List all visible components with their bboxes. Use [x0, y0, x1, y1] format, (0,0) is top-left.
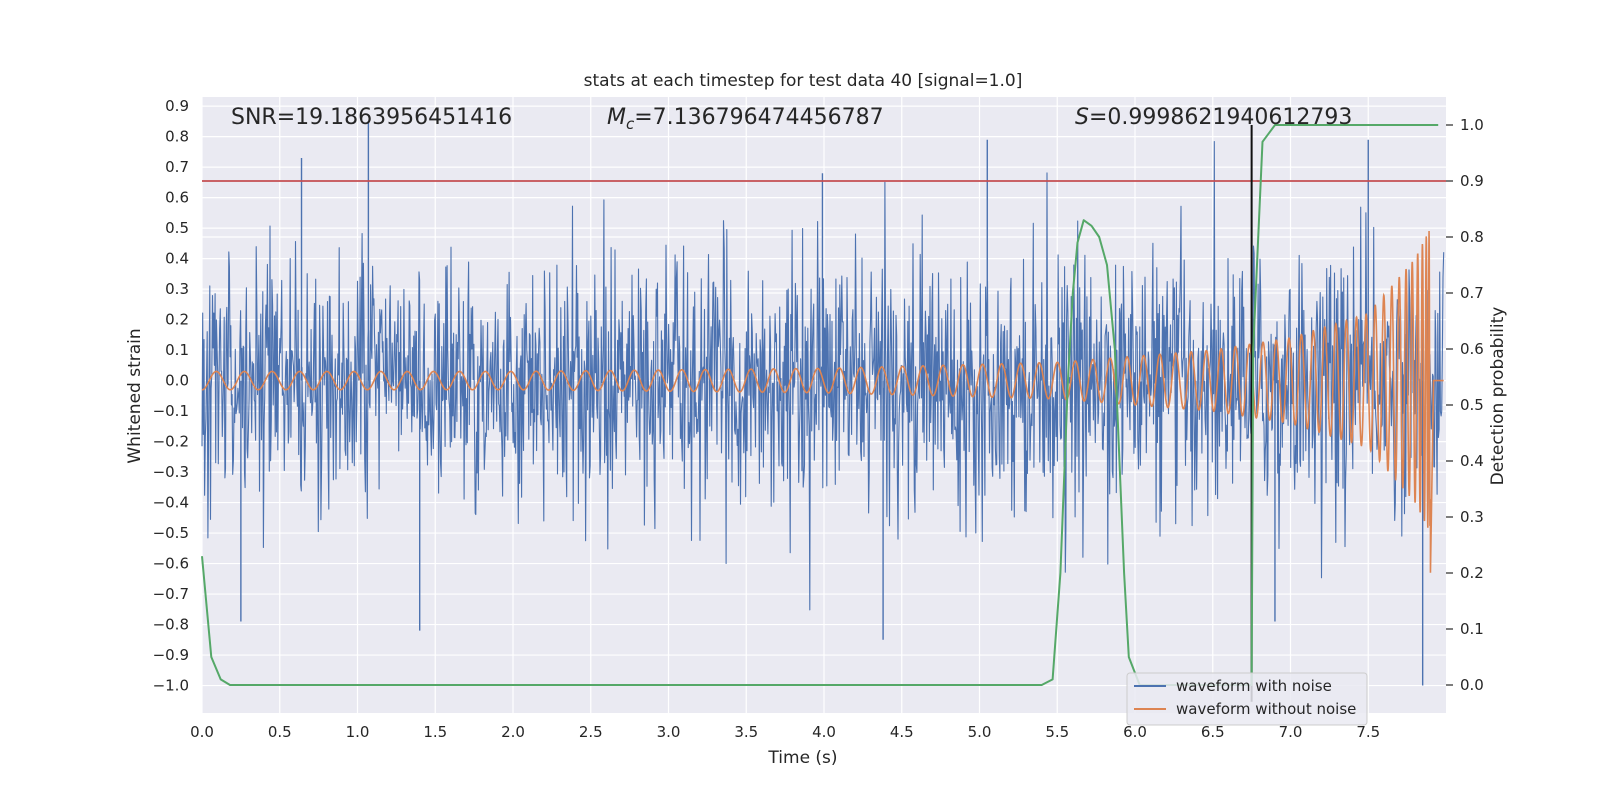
x-tick-label: 3.0 — [657, 723, 681, 741]
y-tick-label: −0.2 — [153, 433, 189, 451]
signal-trace — [202, 231, 1444, 573]
annotation-score: S=0.9998621940612793 — [1075, 105, 1352, 130]
y2-tick-label: 0.3 — [1460, 508, 1484, 526]
y-tick-label: 0.2 — [165, 311, 189, 329]
y-tick-label: −0.4 — [153, 494, 189, 512]
x-tick-label: 2.5 — [579, 723, 603, 741]
y2-tick-label: 0.6 — [1460, 340, 1484, 358]
y2-axis-ticks: 1.0 0.9 0.8 0.7 0.6 0.5 0.4 0.3 0.2 0.1 0.0 — [1446, 116, 1484, 694]
y-tick-label: −0.1 — [153, 402, 189, 420]
annotation-chirp-mass: Mc=7.136796474456787 — [607, 105, 884, 133]
annotation-score-symbol: S — [1075, 105, 1089, 130]
legend: waveform with noise waveform without noi… — [1126, 672, 1368, 726]
series-detection-probability — [201, 124, 1439, 686]
y-axis-label: Whitened strain — [125, 328, 145, 463]
y2-tick-label: 0.7 — [1460, 284, 1484, 302]
y-tick-label: −0.7 — [153, 585, 189, 603]
x-tick-label: 0.0 — [190, 723, 214, 741]
x-tick-label: 1.5 — [423, 723, 447, 741]
y2-tick-label: 0.1 — [1460, 620, 1484, 638]
y2-tick-label: 1.0 — [1460, 116, 1484, 134]
annotation-chirp-mass-symbol: M — [607, 105, 626, 130]
x-tick-label: 7.0 — [1279, 723, 1303, 741]
y-tick-label: 0.4 — [165, 250, 189, 268]
x-tick-label: 5.5 — [1045, 723, 1069, 741]
series-waveform-without-noise — [202, 231, 1444, 573]
y-tick-label: −0.5 — [153, 524, 189, 542]
chart-title: stats at each timestep for test data 40 … — [584, 71, 1023, 91]
annotation-chirp-mass-value: =7.136796474456787 — [634, 105, 883, 130]
x-tick-label: 6.0 — [1123, 723, 1147, 741]
legend-frame — [1126, 672, 1368, 726]
y2-tick-label: 0.0 — [1460, 676, 1484, 694]
y-tick-label: 0.5 — [165, 219, 189, 237]
y-tick-label: 0.6 — [165, 189, 189, 207]
annotation-snr: SNR=19.1863956451416 — [231, 105, 512, 130]
y-tick-label: −1.0 — [153, 677, 189, 695]
y-tick-label: −0.6 — [153, 555, 189, 573]
series-waveform-with-noise — [201, 121, 1445, 686]
y2-tick-label: 0.2 — [1460, 564, 1484, 582]
y-tick-label: 0.3 — [165, 280, 189, 298]
y-tick-label: 0.7 — [165, 158, 189, 176]
y-tick-label: 0.0 — [165, 372, 189, 390]
noise-trace — [201, 140, 1445, 611]
y-tick-label: 0.8 — [165, 128, 189, 146]
legend-label-signal: waveform without noise — [1176, 700, 1356, 718]
x-tick-label: 5.0 — [968, 723, 992, 741]
probability-trace — [201, 124, 1439, 686]
y-tick-label: −0.9 — [153, 646, 189, 664]
legend-label-noise: waveform with noise — [1176, 677, 1332, 695]
y-tick-label: −0.8 — [153, 616, 189, 634]
y2-tick-label: 0.4 — [1460, 452, 1484, 470]
y2-tick-label: 0.5 — [1460, 396, 1484, 414]
y-tick-label: 0.1 — [165, 341, 189, 359]
x-tick-label: 4.0 — [812, 723, 836, 741]
y-tick-label: −0.3 — [153, 463, 189, 481]
y-axis-ticks: 0.9 0.8 0.7 0.6 0.5 0.4 0.3 0.2 0.1 0.0 −0.1 −0.2 −0… — [153, 97, 189, 694]
x-axis-ticks: 0.0 0.5 1.0 1.5 2.0 2.5 3.0 3.5 4.0 4.5 5.0 5.5 6.0 6… — [190, 723, 1380, 741]
x-tick-label: 0.5 — [268, 723, 292, 741]
y-tick-label: 0.9 — [165, 97, 189, 115]
x-tick-label: 1.0 — [346, 723, 370, 741]
x-axis-label: Time (s) — [767, 748, 837, 768]
y2-tick-label: 0.9 — [1460, 172, 1484, 190]
x-tick-label: 7.5 — [1356, 723, 1380, 741]
annotation-chirp-mass-subscript: c — [626, 115, 635, 133]
x-tick-label: 3.5 — [734, 723, 758, 741]
annotation-score-value: =0.9998621940612793 — [1089, 105, 1352, 130]
x-tick-label: 6.5 — [1201, 723, 1225, 741]
y2-tick-label: 0.8 — [1460, 228, 1484, 246]
x-tick-label: 4.5 — [890, 723, 914, 741]
x-tick-label: 2.0 — [501, 723, 525, 741]
y2-axis-label: Detection probability — [1488, 307, 1508, 486]
